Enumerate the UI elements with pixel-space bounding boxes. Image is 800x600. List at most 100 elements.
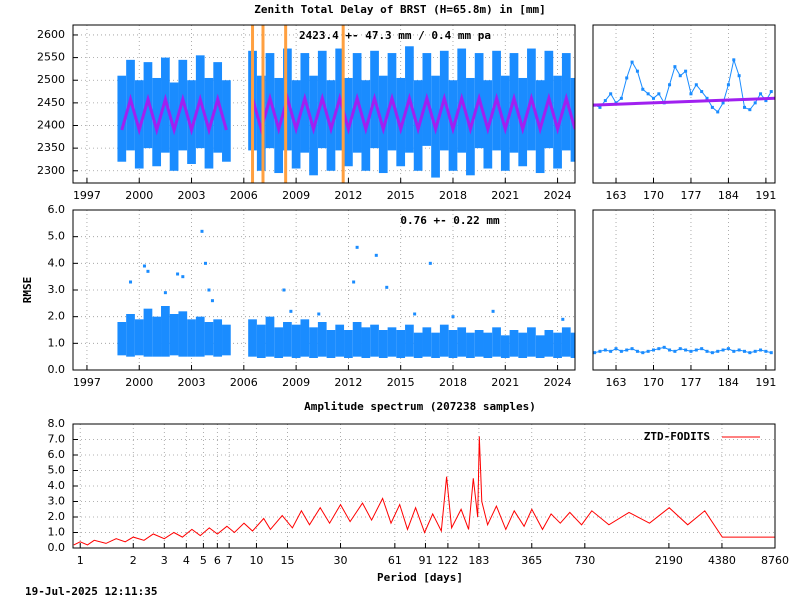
data-point [609,349,613,353]
x-tick-label: 1997 [73,189,101,202]
x-tick-label: 163 [606,376,627,389]
data-line [120,92,575,136]
x-tick-label: 183 [468,554,489,567]
data-point [374,253,378,257]
y-tick-label: 1.0 [48,526,66,539]
x-tick-label: 184 [718,376,739,389]
x-tick-label: 2018 [439,189,467,202]
y-axis-label: RMSE [21,277,34,304]
data-range [152,316,162,357]
data-point [732,58,736,62]
y-tick-label: 0.0 [48,541,66,554]
x-tick-label: 2009 [282,189,310,202]
data-point [694,348,698,352]
data-range [370,324,379,357]
data-range [509,330,519,357]
y-tick-label: 3.0 [48,495,66,508]
x-tick-label: 8760 [761,554,789,567]
data-point [678,74,682,78]
x-tick-label: 4 [183,554,190,567]
data-range [413,332,423,358]
data-point [630,347,634,351]
y-tick-label: 2.0 [48,310,66,323]
annotation: 0.76 +- 0.22 mm [400,214,500,227]
x-tick-label: 2009 [282,376,310,389]
data-range [187,319,196,357]
data-range [126,314,135,357]
plot-border [72,209,576,371]
x-tick-label: 2015 [387,376,415,389]
plot-border [592,209,776,371]
data-range [457,327,467,357]
data-point [726,83,730,87]
data-point [561,317,565,321]
data-point [732,349,736,353]
data-point [635,349,639,353]
x-tick-label: 5 [200,554,207,567]
x-tick-label: 2024 [544,189,572,202]
data-point [726,347,730,351]
data-range [553,332,562,358]
data-point [625,348,629,352]
data-range [352,322,362,357]
data-point [753,349,757,353]
plot-border [72,423,776,549]
data-point [593,351,597,355]
x-tick-label: 4380 [708,554,736,567]
x-tick-label: 7 [226,554,233,567]
data-point [210,299,214,303]
data-range [178,311,188,357]
data-point [609,92,613,96]
x-tick-label: 2012 [334,189,362,202]
data-point [689,349,693,353]
x-tick-label: 2 [130,554,137,567]
data-point [700,90,704,94]
data-point [716,110,720,114]
data-range [204,322,214,356]
data-range [396,330,406,358]
chart-title: Zenith Total Delay of BRST (H=65.8m) in … [254,3,545,16]
data-point [710,105,714,109]
data-range [213,62,223,153]
data-point [491,309,495,313]
data-point [716,349,720,353]
data-range [117,322,127,356]
data-point [705,96,709,100]
x-tick-label: 2012 [334,376,362,389]
y-tick-label: 6.0 [48,448,66,461]
x-tick-label: 177 [680,189,701,202]
x-tick-label: 2003 [178,189,206,202]
x-tick-label: 2021 [491,189,519,202]
x-tick-label: 177 [680,376,701,389]
data-range [448,330,458,358]
data-range [344,77,353,167]
data-point [673,65,677,69]
data-line [593,96,775,107]
data-point [705,349,709,353]
x-tick-label: 191 [755,376,776,389]
data-point [748,351,752,355]
y-tick-label: 2600 [37,28,65,41]
data-point [603,99,607,103]
data-line [594,58,772,113]
data-range [387,327,397,357]
data-range [544,330,554,357]
data-point [614,347,618,351]
x-tick-label: 2000 [125,376,153,389]
x-tick-label: 163 [606,189,627,202]
data-point [203,261,207,265]
x-tick-label: 122 [437,554,458,567]
y-tick-label: 4.0 [48,479,66,492]
data-range [500,75,510,171]
data-point [673,349,677,353]
y-tick-label: 2500 [37,73,65,86]
data-point [181,275,185,279]
data-range [291,324,301,358]
data-range [222,80,231,162]
data-point [748,108,752,112]
plot-border [72,24,576,184]
x-tick-label: 365 [521,554,542,567]
data-point [603,348,607,352]
data-point [619,96,623,100]
